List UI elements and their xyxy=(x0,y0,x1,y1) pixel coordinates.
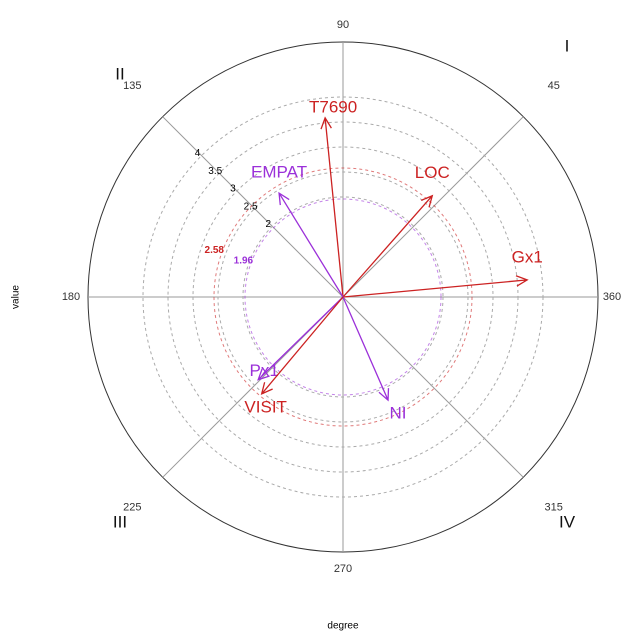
r-tick-label: 3.5 xyxy=(208,166,222,177)
angle-label: 270 xyxy=(334,563,352,575)
vector xyxy=(260,296,344,396)
vector-label: LOC xyxy=(415,163,450,182)
threshold-ring xyxy=(213,167,473,427)
quadrant-label: IV xyxy=(559,512,576,531)
vector xyxy=(342,275,529,298)
vector-label: EMPAT xyxy=(251,163,307,182)
angle-spoke xyxy=(162,116,344,298)
x-axis-label: degree xyxy=(327,621,359,632)
grid-ring xyxy=(192,146,494,448)
vector xyxy=(320,116,344,298)
vector xyxy=(342,296,390,402)
grid-ring xyxy=(242,196,444,398)
angle-label: 315 xyxy=(545,502,563,514)
quadrant-label: II xyxy=(115,64,124,83)
vector-label: Gx1 xyxy=(512,247,543,266)
angle-spoke xyxy=(342,296,524,478)
r-tick-label: 3 xyxy=(230,184,236,195)
threshold-label: 2.58 xyxy=(205,245,225,256)
vector xyxy=(342,194,434,298)
angle-label: 90 xyxy=(337,19,349,31)
quadrant-label: III xyxy=(113,512,127,531)
threshold-ring xyxy=(244,198,442,396)
angle-label: 135 xyxy=(123,80,141,92)
grid-ring xyxy=(167,121,519,473)
grid-ring xyxy=(217,171,469,423)
grid-ring xyxy=(142,96,544,498)
y-axis-label: value xyxy=(11,285,22,309)
vector xyxy=(278,191,344,298)
angle-label: 360 xyxy=(603,291,621,303)
angle-label: 225 xyxy=(123,502,141,514)
vector-label: NI xyxy=(390,404,407,423)
threshold-label: 1.96 xyxy=(234,255,254,266)
r-tick-label: 2 xyxy=(266,219,272,230)
angle-label: 180 xyxy=(62,291,80,303)
angle-spoke xyxy=(342,116,524,298)
vector-label: VISIT xyxy=(244,397,287,416)
vector-label: Px1 xyxy=(250,361,279,380)
r-tick-label: 4 xyxy=(195,148,201,159)
quadrant-label: I xyxy=(565,36,570,55)
angle-label: 45 xyxy=(548,80,560,92)
vector xyxy=(257,296,344,381)
vector-label: T7690 xyxy=(309,97,357,116)
